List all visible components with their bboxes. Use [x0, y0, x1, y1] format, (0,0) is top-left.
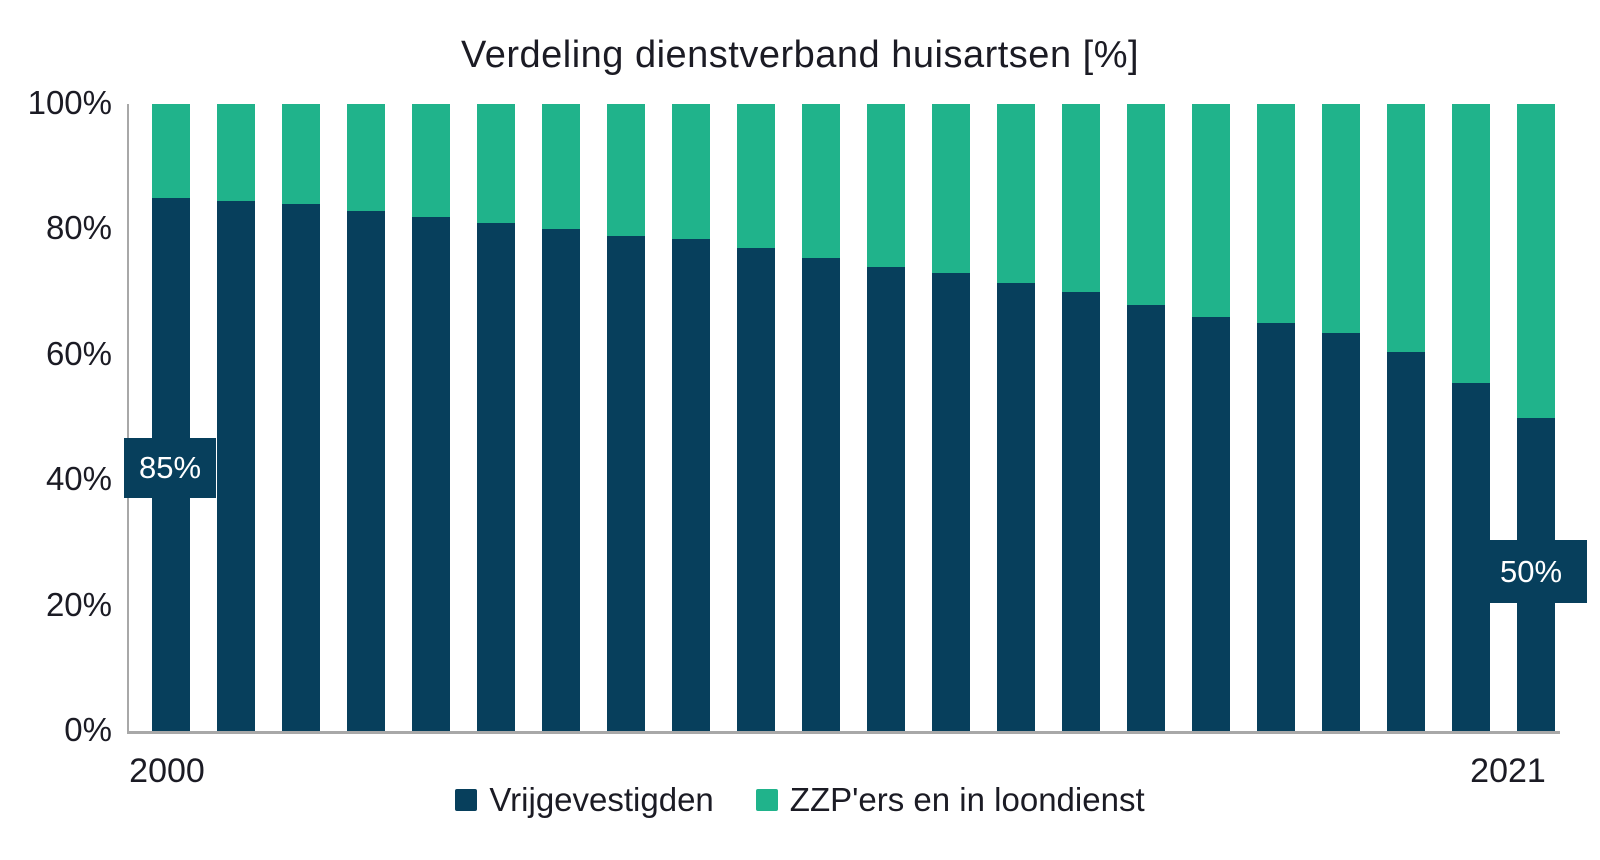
segment-zzp-loondienst [1322, 104, 1360, 333]
bar-2009 [737, 104, 775, 731]
legend-item-vrijgevestigden: Vrijgevestigden [455, 781, 714, 819]
segment-vrijgevestigden [542, 229, 580, 731]
segment-zzp-loondienst [412, 104, 450, 217]
segment-zzp-loondienst [1387, 104, 1425, 352]
bar-2002 [282, 104, 320, 731]
segment-vrijgevestigden [607, 235, 645, 731]
bar-2005 [477, 104, 515, 731]
bar-2013 [997, 104, 1035, 731]
bar-2003 [347, 104, 385, 731]
legend: Vrijgevestigden ZZP'ers en in loondienst [0, 781, 1600, 819]
segment-zzp-loondienst [1192, 104, 1230, 318]
segment-zzp-loondienst [672, 104, 710, 239]
bar-2014 [1062, 104, 1100, 731]
segment-vrijgevestigden [737, 248, 775, 731]
segment-vrijgevestigden [217, 201, 255, 731]
segment-vrijgevestigden [1257, 323, 1295, 731]
segment-zzp-loondienst [542, 104, 580, 230]
segment-vrijgevestigden [1062, 292, 1100, 731]
segment-vrijgevestigden [932, 273, 970, 731]
legend-swatch-green [755, 789, 778, 811]
bar-2011 [867, 104, 905, 731]
segment-vrijgevestigden [1387, 351, 1425, 731]
y-tick-40: 40% [45, 460, 112, 498]
segment-zzp-loondienst [152, 104, 190, 199]
segment-zzp-loondienst [347, 104, 385, 211]
bar-2020 [1452, 104, 1490, 731]
segment-zzp-loondienst [867, 104, 905, 268]
bar-2021 [1517, 104, 1555, 731]
segment-vrijgevestigden [347, 210, 385, 731]
segment-zzp-loondienst [802, 104, 840, 258]
data-label-2000: 85% [124, 438, 216, 498]
segment-zzp-loondienst [1062, 104, 1100, 293]
bar-2015 [1127, 104, 1165, 731]
y-tick-100: 100% [27, 84, 112, 122]
y-tick-80: 80% [45, 209, 112, 247]
bar-2017 [1257, 104, 1295, 731]
legend-label: ZZP'ers en in loondienst [789, 781, 1145, 818]
segment-vrijgevestigden [997, 282, 1035, 731]
data-label-2021: 50% [1475, 540, 1587, 603]
bar-2004 [412, 104, 450, 731]
y-tick-0: 0% [64, 711, 112, 749]
segment-zzp-loondienst [217, 104, 255, 202]
segment-vrijgevestigden [1322, 332, 1360, 731]
segment-zzp-loondienst [282, 104, 320, 205]
plot-area [127, 104, 1560, 734]
segment-vrijgevestigden [802, 257, 840, 731]
bar-2008 [672, 104, 710, 731]
segment-vrijgevestigden [1127, 304, 1165, 731]
bar-2006 [542, 104, 580, 731]
chart-title: Verdeling dienstverband huisartsen [%] [460, 34, 1140, 76]
bar-2010 [802, 104, 840, 731]
segment-zzp-loondienst [737, 104, 775, 249]
segment-zzp-loondienst [997, 104, 1035, 283]
legend-item-zzp: ZZP'ers en in loondienst [755, 781, 1145, 819]
segment-vrijgevestigden [867, 267, 905, 731]
segment-vrijgevestigden [282, 204, 320, 731]
segment-zzp-loondienst [1452, 104, 1490, 383]
segment-zzp-loondienst [607, 104, 645, 236]
segment-zzp-loondienst [1517, 104, 1555, 418]
segment-vrijgevestigden [477, 223, 515, 731]
segment-vrijgevestigden [412, 216, 450, 731]
bar-2000 [152, 104, 190, 731]
x-tick-first: 2000 [129, 752, 205, 790]
segment-vrijgevestigden [1192, 317, 1230, 731]
legend-swatch-navy [455, 789, 478, 811]
y-tick-20: 20% [45, 585, 112, 623]
segment-zzp-loondienst [477, 104, 515, 224]
bar-2001 [217, 104, 255, 731]
segment-zzp-loondienst [1257, 104, 1295, 324]
segment-vrijgevestigden [672, 238, 710, 731]
bar-2018 [1322, 104, 1360, 731]
bar-2007 [607, 104, 645, 731]
x-tick-last: 2021 [1470, 752, 1546, 790]
bar-2016 [1192, 104, 1230, 731]
legend-label: Vrijgevestigden [489, 781, 714, 818]
segment-zzp-loondienst [1127, 104, 1165, 305]
segment-zzp-loondienst [932, 104, 970, 274]
y-tick-60: 60% [45, 335, 112, 373]
bar-2012 [932, 104, 970, 731]
bar-2019 [1387, 104, 1425, 731]
